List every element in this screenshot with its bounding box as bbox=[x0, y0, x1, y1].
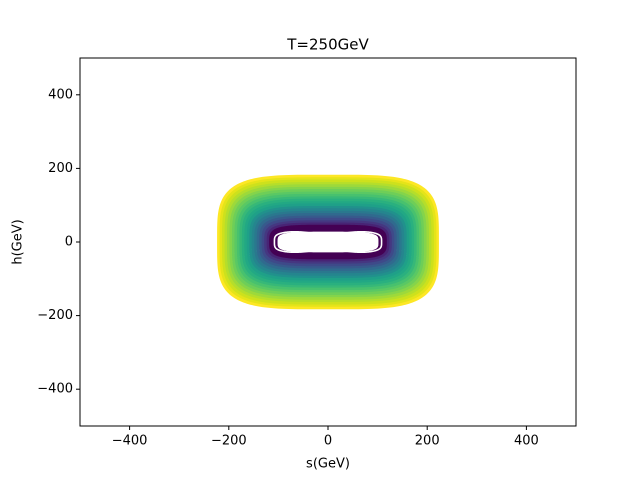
contour-line bbox=[269, 224, 387, 260]
contour-line bbox=[236, 193, 420, 291]
x-tick-label: −400 bbox=[112, 434, 148, 449]
contour-line bbox=[277, 232, 379, 252]
contour-line bbox=[273, 230, 383, 254]
contour-line bbox=[266, 222, 390, 262]
contour-line bbox=[222, 179, 434, 305]
contour-line bbox=[229, 186, 427, 298]
contour-line bbox=[239, 196, 417, 288]
contour-line bbox=[264, 220, 392, 264]
contour-line bbox=[219, 177, 437, 307]
contour-line bbox=[256, 212, 400, 272]
x-tick-label: 200 bbox=[415, 434, 440, 449]
chart-title: T=250GeV bbox=[286, 36, 369, 54]
contour-line bbox=[234, 191, 422, 293]
contour-line bbox=[274, 228, 382, 256]
x-tick-label: 0 bbox=[324, 434, 332, 449]
y-tick-label: 0 bbox=[65, 235, 73, 250]
x-axis-label: s(GeV) bbox=[306, 457, 350, 472]
y-tick-label: 400 bbox=[48, 87, 73, 102]
contour-line bbox=[249, 205, 407, 279]
contour-line bbox=[224, 182, 432, 302]
contour-line bbox=[246, 203, 410, 281]
contour-line bbox=[241, 198, 415, 286]
contour-line bbox=[244, 201, 412, 283]
y-tick-label: −400 bbox=[37, 382, 73, 397]
contour-line bbox=[261, 217, 395, 267]
x-tick-label: −200 bbox=[211, 434, 247, 449]
contour-line bbox=[226, 184, 430, 300]
plot-frame bbox=[79, 57, 577, 427]
y-tick-label: 200 bbox=[48, 161, 73, 176]
contour-line bbox=[217, 174, 439, 310]
contour-line bbox=[231, 189, 425, 295]
y-axis-label: h(GeV) bbox=[11, 219, 26, 264]
contour-line bbox=[259, 215, 397, 269]
contour-line bbox=[254, 210, 402, 274]
contour-line bbox=[251, 208, 405, 276]
contour-line bbox=[280, 234, 376, 250]
x-tick-label: 400 bbox=[514, 434, 539, 449]
y-tick-label: −200 bbox=[37, 308, 73, 323]
